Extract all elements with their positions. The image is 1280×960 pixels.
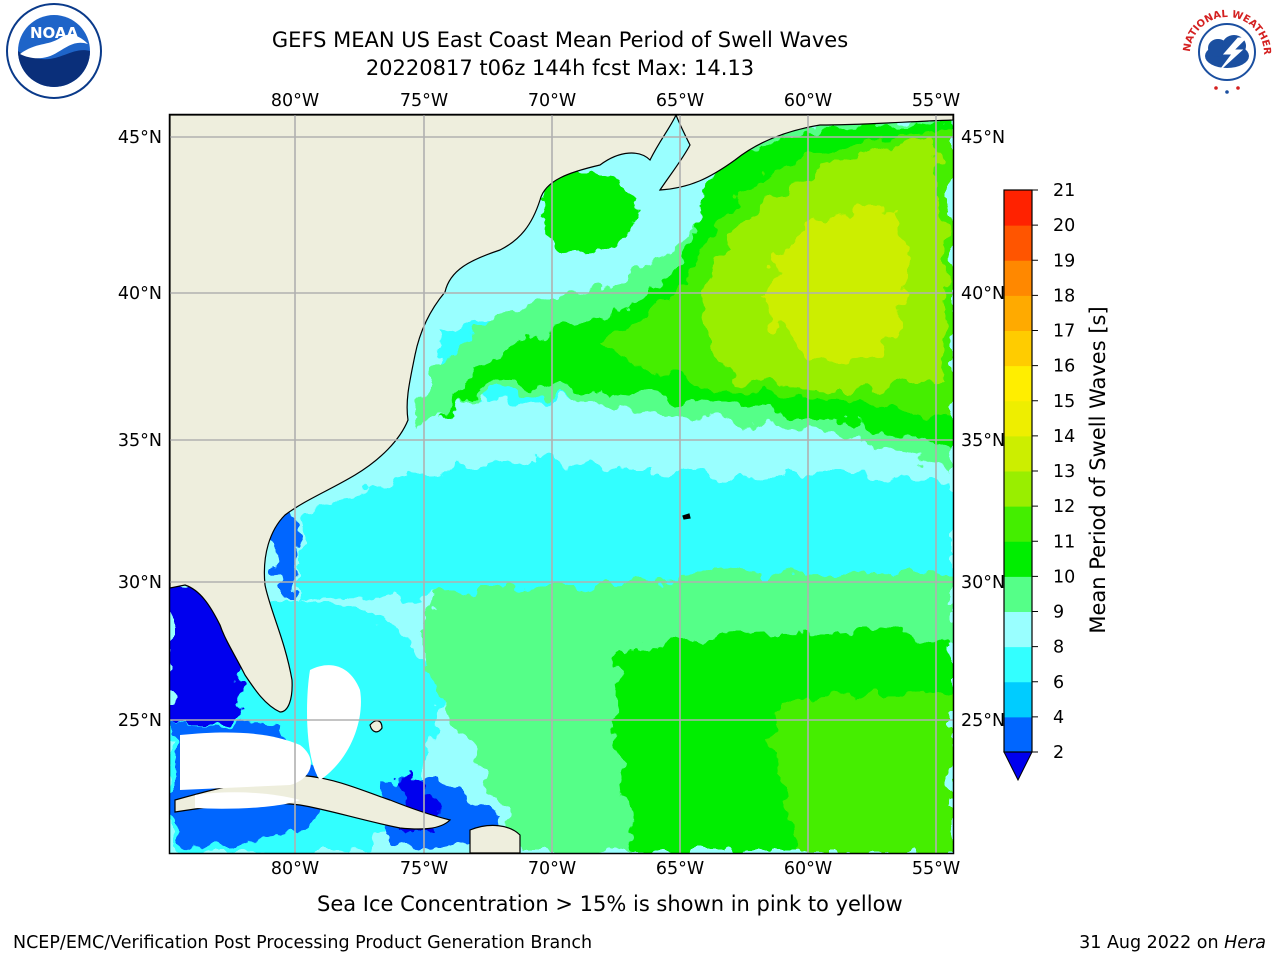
colorbar-tick-label: 10 <box>1053 567 1075 587</box>
colorbar-segment <box>1004 506 1032 542</box>
footer-credit: NCEP/EMC/Verification Post Processing Pr… <box>13 933 593 953</box>
lat-label-left: 40°N <box>118 284 162 304</box>
colorbar-tick-label: 18 <box>1053 286 1075 306</box>
caption-text: Sea Ice Concentration > 15% is shown in … <box>317 892 903 916</box>
map-gridlines <box>170 115 953 853</box>
colorbar-tick-label: 14 <box>1053 427 1075 447</box>
colorbar-segment <box>1004 225 1032 261</box>
colorbar-label: Mean Period of Swell Waves [s] <box>1086 306 1110 633</box>
colorbar-segment <box>1004 330 1032 367</box>
lon-label-bottom: 60°W <box>784 859 832 879</box>
colorbar-tick-label: 13 <box>1053 462 1075 482</box>
colorbar-under-triangle <box>1003 751 1033 782</box>
lon-label-top: 80°W <box>271 91 319 111</box>
colorbar-segment <box>1004 681 1032 718</box>
lat-label-right: 45°N <box>961 128 1005 148</box>
lon-label-top: 70°W <box>528 91 576 111</box>
lon-label-top: 55°W <box>912 91 960 111</box>
colorbar-segment <box>1004 400 1032 437</box>
colorbar-tick-label: 9 <box>1053 603 1064 623</box>
colorbar: 2 4 6 8 9 10 11 12 13 14 15 16 17 18 19 20 21 <box>1003 181 1075 782</box>
map-field <box>170 115 953 853</box>
lon-label-bottom: 65°W <box>656 859 704 879</box>
lat-label-right: 40°N <box>961 284 1005 304</box>
lon-label-top: 75°W <box>400 91 448 111</box>
chart-subtitle: 20220817 t06z 144h fcst Max: 14.13 <box>365 56 755 80</box>
lat-label-right: 25°N <box>961 711 1005 731</box>
colorbar-tick-label: 19 <box>1053 251 1075 271</box>
lat-label-left: 30°N <box>118 573 162 593</box>
colorbar-segment <box>1004 260 1032 296</box>
colorbar-segment <box>1004 190 1032 226</box>
map-frame <box>168 113 955 855</box>
lon-label-top: 60°W <box>784 91 832 111</box>
nws-logo: NATIONAL WEATHER SERVICE <box>1176 2 1274 98</box>
colorbar-segment <box>1004 435 1032 472</box>
lat-label-right: 35°N <box>961 431 1005 451</box>
lon-label-bottom: 55°W <box>912 859 960 879</box>
noaa-logo: NOAA <box>6 3 102 99</box>
lon-label-bottom: 75°W <box>400 859 448 879</box>
colorbar-tick-label: 8 <box>1053 638 1064 658</box>
footer-date-text: 31 Aug 2022 on <box>1079 933 1225 953</box>
colorbar-segment <box>1004 646 1032 683</box>
colorbar-tick-label: 12 <box>1053 497 1075 517</box>
lon-label-bottom: 70°W <box>528 859 576 879</box>
lon-label-top: 65°W <box>656 91 704 111</box>
chart-title: GEFS MEAN US East Coast Mean Period of S… <box>271 28 849 52</box>
colorbar-segment <box>1004 576 1032 612</box>
lat-label-left: 35°N <box>118 431 162 451</box>
footer-host: Hera <box>1224 933 1266 953</box>
colorbar-segment <box>1004 611 1032 648</box>
colorbar-tick-label: 6 <box>1053 673 1064 693</box>
colorbar-segment <box>1004 295 1032 331</box>
colorbar-tick-label: 4 <box>1053 708 1064 728</box>
colorbar-segment <box>1004 716 1032 753</box>
colorbar-tick-label: 2 <box>1053 743 1064 763</box>
colorbar-segment <box>1004 471 1032 507</box>
lat-label-right: 30°N <box>961 573 1005 593</box>
colorbar-tick-label: 15 <box>1053 392 1075 412</box>
colorbar-tick-label: 20 <box>1053 216 1075 236</box>
no-data-area <box>180 665 361 809</box>
colorbar-tick-label: 17 <box>1053 322 1075 342</box>
colorbar-segment <box>1004 365 1032 402</box>
lon-label-bottom: 80°W <box>271 859 319 879</box>
colorbar-tick-label: 11 <box>1053 532 1075 552</box>
lat-label-left: 25°N <box>118 711 162 731</box>
colorbar-segment <box>1004 541 1032 577</box>
colorbar-tick-label: 21 <box>1053 181 1075 201</box>
lat-label-left: 45°N <box>118 128 162 148</box>
noaa-logo-text: NOAA <box>30 24 79 42</box>
colorbar-tick-label: 16 <box>1053 357 1075 377</box>
footer-date: 31 Aug 2022 on Hera <box>1079 933 1266 953</box>
